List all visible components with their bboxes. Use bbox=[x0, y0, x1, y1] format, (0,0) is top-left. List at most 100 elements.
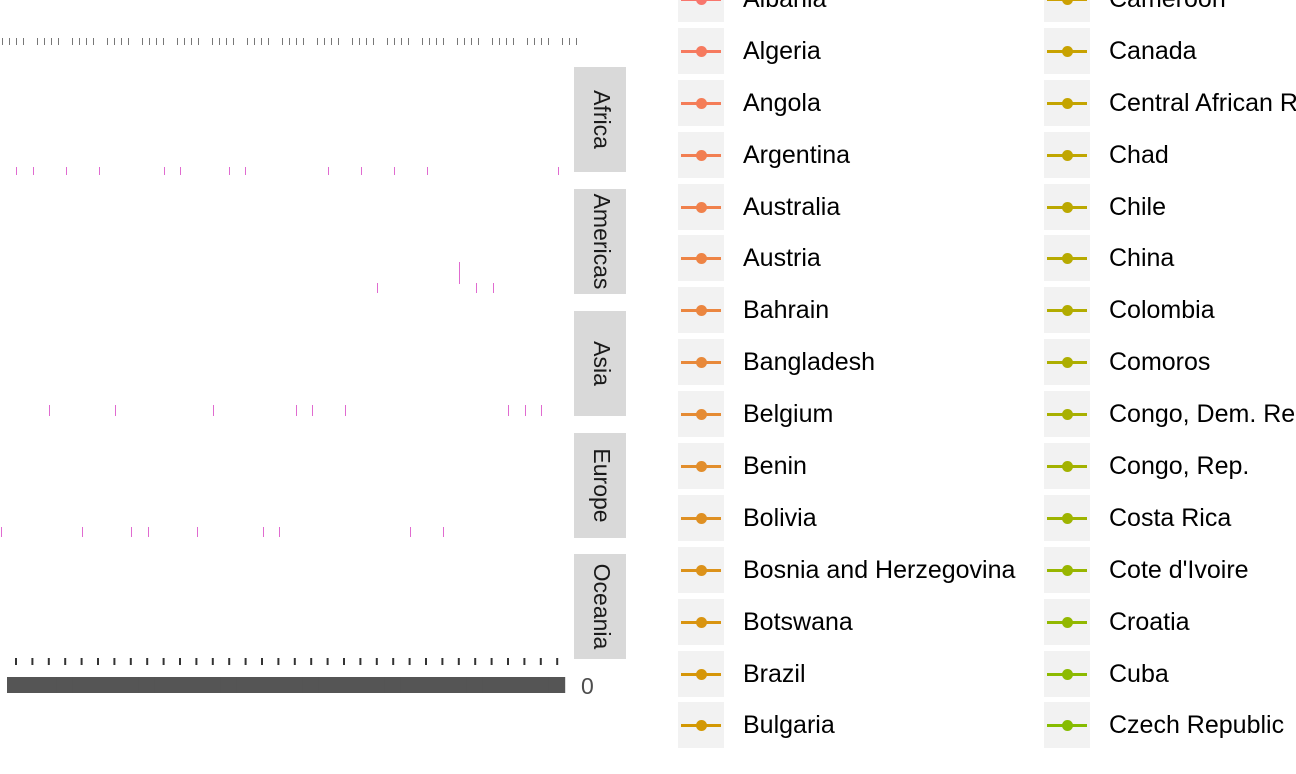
series-mark bbox=[478, 38, 479, 45]
legend-column-2: Cameroon Canada Central African R Chad Chile… bbox=[1042, 0, 1296, 752]
x-tick-label-overlap bbox=[138, 677, 156, 693]
x-tick-label-overlap bbox=[515, 677, 533, 693]
series-mark bbox=[261, 38, 262, 45]
series-mark bbox=[508, 405, 509, 416]
series-mark bbox=[86, 38, 87, 45]
legend-item: Comoros bbox=[1042, 337, 1296, 389]
facet-panel-americas bbox=[0, 189, 572, 294]
series-mark bbox=[107, 38, 108, 45]
series-mark bbox=[72, 38, 73, 45]
x-tick-label-overlap bbox=[285, 677, 303, 693]
legend-key bbox=[1044, 79, 1090, 126]
x-tick-label-overlap bbox=[499, 677, 516, 693]
legend-point-swatch bbox=[696, 201, 707, 213]
legend-key bbox=[678, 546, 724, 593]
x-tick-label-overlap bbox=[39, 677, 57, 693]
x-tick-label-overlap bbox=[154, 677, 172, 693]
legend-key bbox=[1044, 546, 1090, 593]
series-mark bbox=[268, 38, 269, 45]
series-mark bbox=[361, 167, 362, 175]
legend-label: Cote d'Ivoire bbox=[1109, 555, 1249, 584]
series-mark bbox=[282, 38, 283, 45]
legend-key bbox=[678, 131, 724, 178]
legend-label: Australia bbox=[743, 192, 841, 221]
facet-strip-label: Americas bbox=[589, 194, 615, 290]
series-mark bbox=[459, 262, 460, 284]
x-tick-label-overlap bbox=[433, 677, 451, 693]
legend-item: Bangladesh bbox=[676, 337, 1036, 389]
legend-point-swatch bbox=[1062, 357, 1073, 369]
series-mark bbox=[506, 38, 507, 45]
legend-point-swatch bbox=[696, 461, 707, 473]
series-mark bbox=[303, 38, 304, 45]
legend-point-swatch bbox=[696, 357, 707, 369]
series-mark bbox=[328, 167, 329, 175]
facet-strip-label: Asia bbox=[589, 341, 615, 386]
legend-item: Belgium bbox=[676, 389, 1036, 441]
legend-point-swatch bbox=[1062, 461, 1073, 473]
series-mark bbox=[37, 38, 38, 45]
series-marks bbox=[1, 38, 577, 537]
facet-strips: Africa Americas Asia Europe Oceania bbox=[574, 67, 626, 659]
series-mark bbox=[180, 167, 181, 175]
legend-point-swatch bbox=[1062, 201, 1073, 213]
legend-key bbox=[678, 287, 724, 334]
legend-item: Central African R bbox=[1042, 78, 1296, 130]
series-mark bbox=[359, 38, 360, 45]
series-mark bbox=[149, 38, 150, 45]
legend-point-swatch bbox=[696, 253, 707, 265]
legend-point-swatch bbox=[1062, 512, 1073, 524]
legend-item: Bosnia and Herzegovina bbox=[676, 545, 1036, 597]
series-mark bbox=[128, 38, 129, 45]
series-mark bbox=[148, 527, 149, 537]
legend-key bbox=[678, 650, 724, 697]
legend-label: China bbox=[1109, 244, 1175, 273]
legend-point-swatch bbox=[1062, 409, 1073, 421]
legend-item: Chad bbox=[1042, 130, 1296, 182]
series-mark bbox=[16, 167, 17, 175]
series-mark bbox=[212, 38, 213, 45]
series-mark bbox=[198, 38, 199, 45]
series-mark bbox=[131, 527, 132, 537]
x-tick-label-overlap bbox=[548, 677, 566, 693]
series-mark bbox=[317, 38, 318, 45]
legend-key bbox=[678, 235, 724, 282]
x-tick-label-overlap bbox=[384, 677, 402, 693]
legend-point-swatch bbox=[696, 305, 707, 317]
series-mark bbox=[99, 167, 100, 175]
series-mark bbox=[82, 527, 83, 537]
legend-key bbox=[678, 702, 724, 749]
legend-key bbox=[1044, 235, 1090, 282]
legend-point-swatch bbox=[696, 149, 707, 161]
series-mark bbox=[373, 38, 374, 45]
series-mark bbox=[331, 38, 332, 45]
legend-point-swatch bbox=[1062, 97, 1073, 109]
x-tick-label-overlap bbox=[171, 677, 188, 693]
legend-point-swatch bbox=[1062, 564, 1073, 576]
series-mark bbox=[548, 38, 549, 45]
legend-label: Botswana bbox=[743, 607, 853, 636]
legend-key bbox=[1044, 287, 1090, 334]
legend-key bbox=[1044, 494, 1090, 541]
legend-key bbox=[678, 339, 724, 386]
x-tick-label-overlap bbox=[417, 677, 434, 693]
legend: Albania Algeria Angola Argentina Australia Au… bbox=[676, 0, 1296, 774]
series-mark bbox=[164, 167, 165, 175]
series-mark bbox=[312, 405, 313, 416]
legend-key bbox=[1044, 0, 1090, 22]
facet-panel-asia bbox=[0, 311, 572, 416]
series-mark bbox=[296, 405, 297, 416]
legend-item: Cuba bbox=[1042, 649, 1296, 701]
series-mark bbox=[387, 38, 388, 45]
legend-label: Albania bbox=[743, 0, 826, 14]
x-tick-label-overlap bbox=[220, 677, 238, 693]
legend-label: Benin bbox=[743, 452, 807, 481]
series-mark bbox=[142, 38, 143, 45]
legend-item: Czech Republic bbox=[1042, 700, 1296, 752]
legend-item: Brazil bbox=[676, 649, 1036, 701]
legend-item: Argentina bbox=[676, 130, 1036, 182]
legend-key bbox=[678, 443, 724, 490]
series-mark bbox=[513, 38, 514, 45]
legend-item: Colombia bbox=[1042, 285, 1296, 337]
series-mark bbox=[79, 38, 80, 45]
